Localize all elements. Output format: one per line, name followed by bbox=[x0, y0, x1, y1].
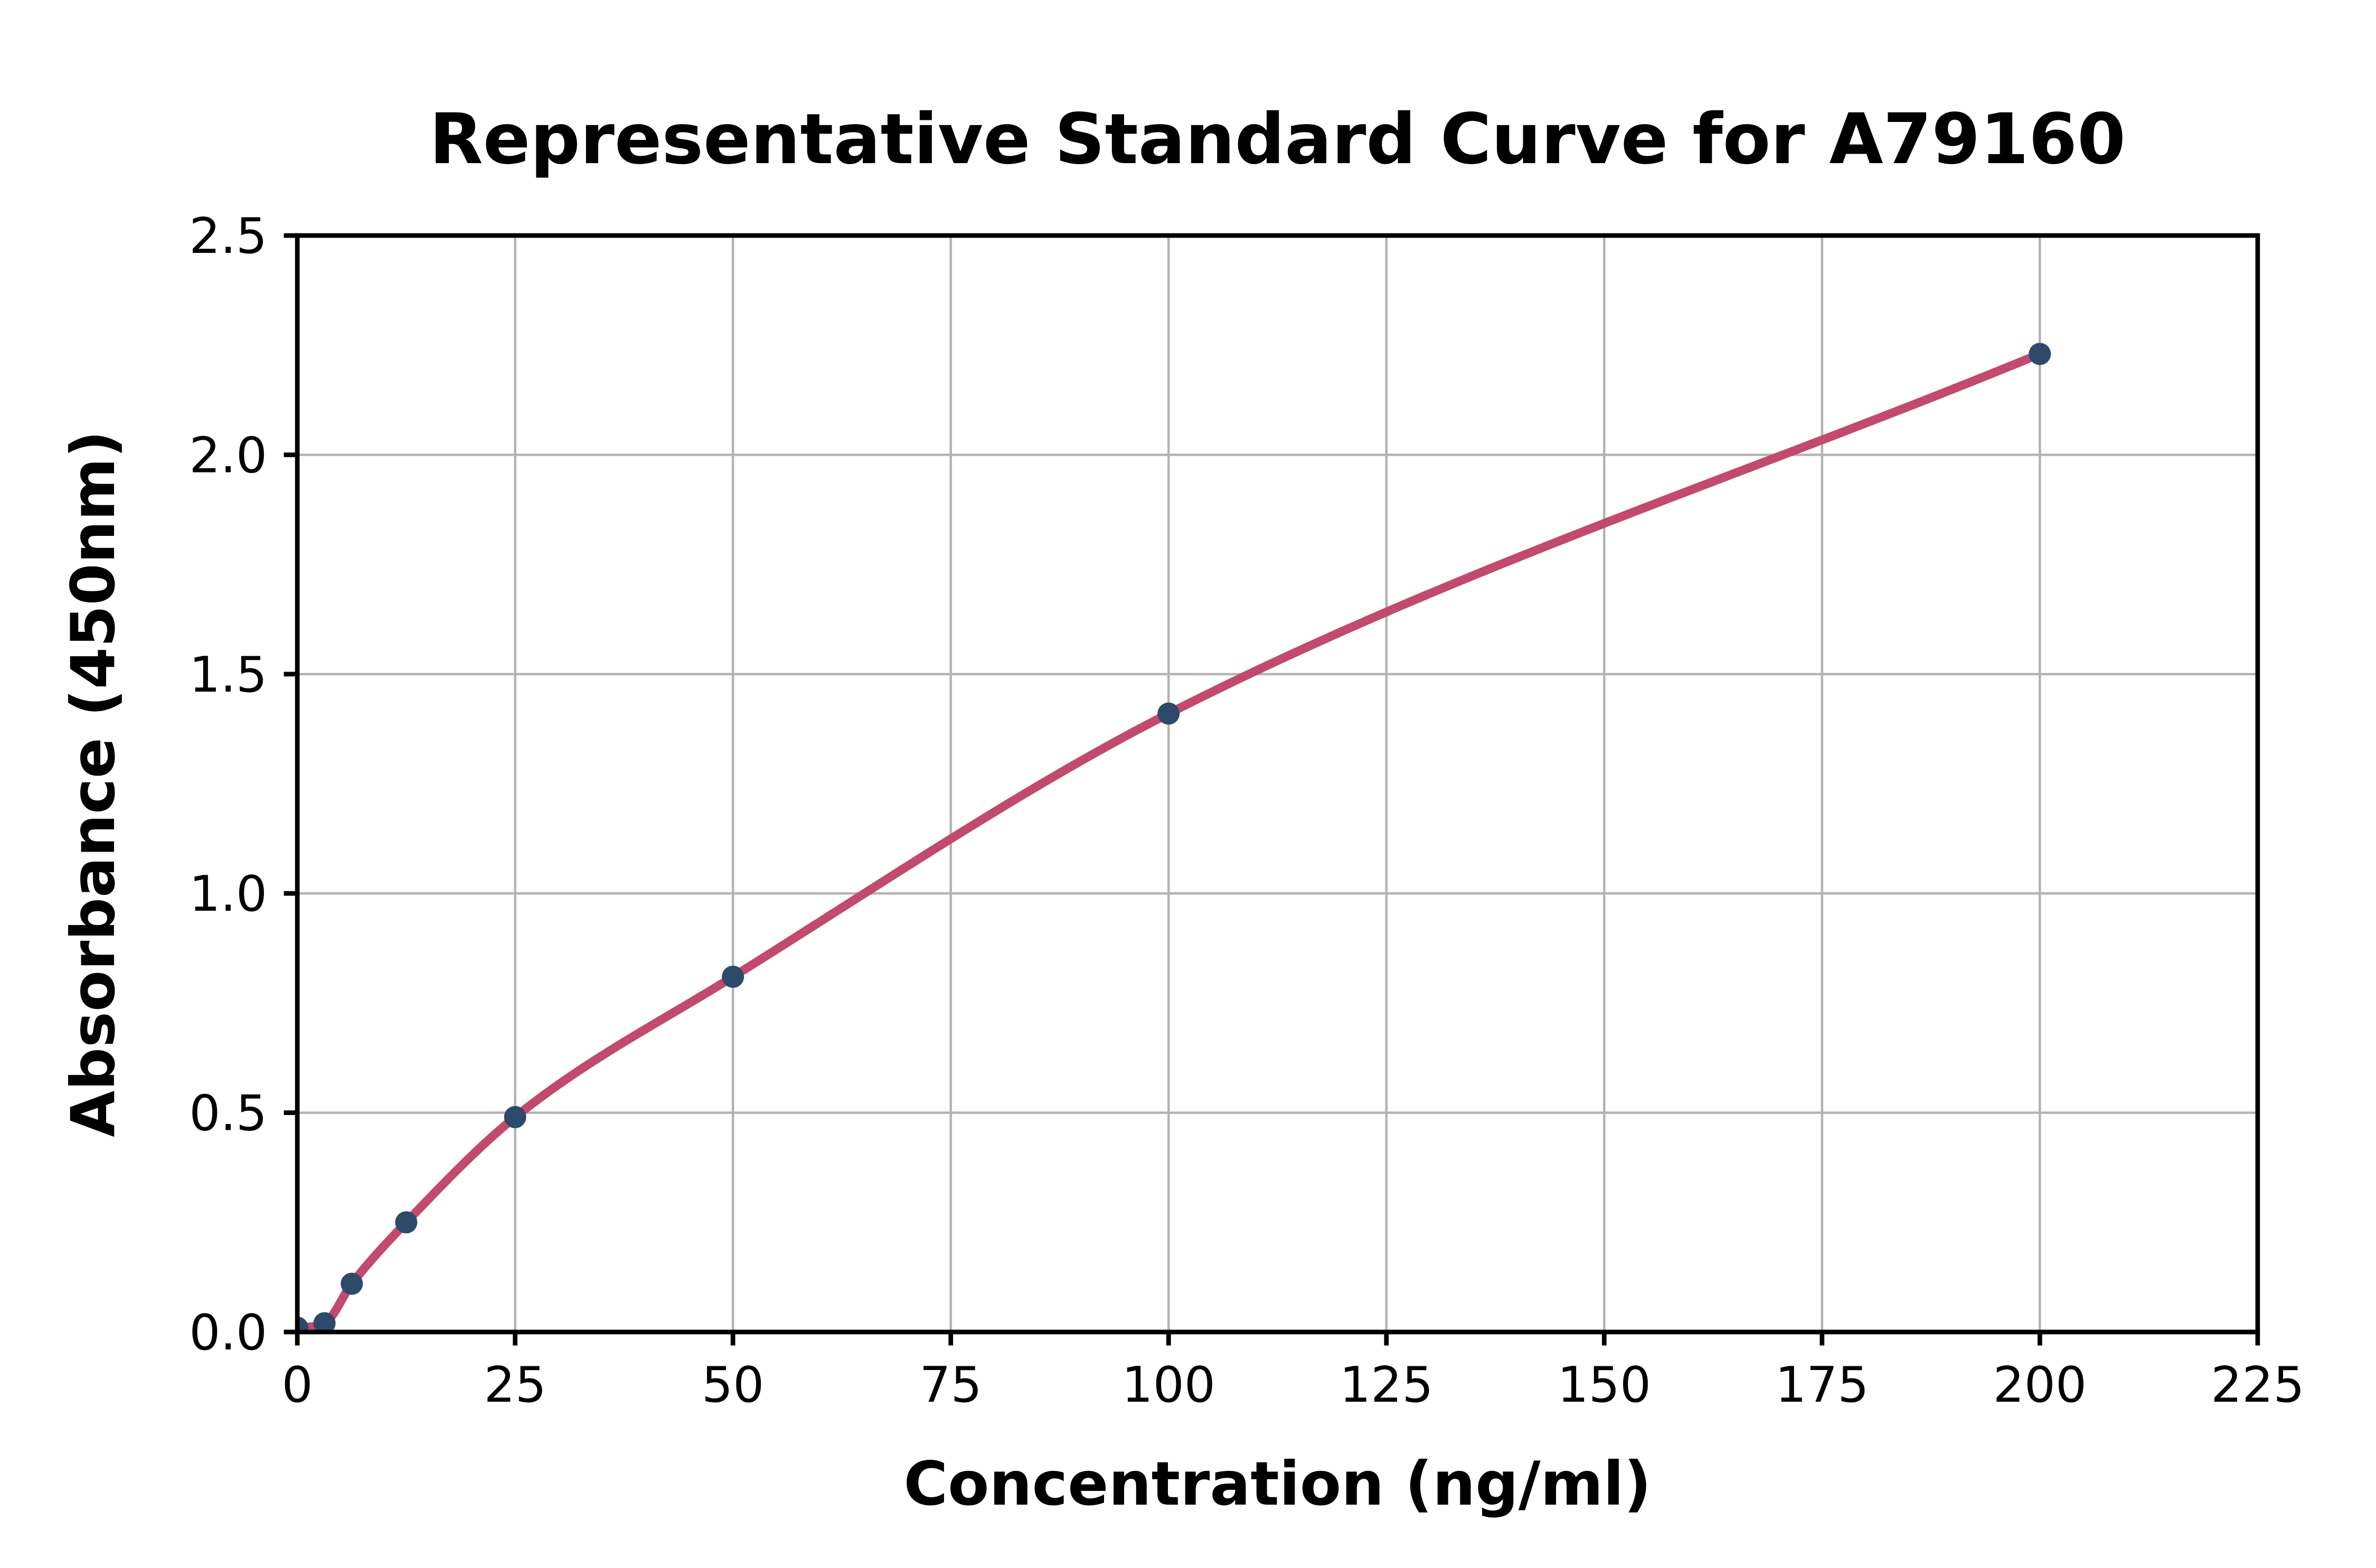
data-point bbox=[395, 1211, 418, 1234]
data-point bbox=[2029, 343, 2051, 365]
x-tick-label: 150 bbox=[1558, 1356, 1652, 1413]
x-tick-label: 50 bbox=[702, 1356, 764, 1413]
plot-border bbox=[295, 233, 2260, 1335]
y-tick-label: 0.0 bbox=[189, 1304, 267, 1361]
x-tick-label: 0 bbox=[282, 1356, 313, 1413]
data-point bbox=[297, 1316, 309, 1332]
x-tick-label: 175 bbox=[1775, 1356, 1869, 1413]
y-tick-label: 2.0 bbox=[189, 427, 267, 484]
x-tick-label: 200 bbox=[1993, 1356, 2087, 1413]
x-tick-label: 100 bbox=[1121, 1356, 1215, 1413]
x-tick-label: 75 bbox=[920, 1356, 982, 1413]
y-tick-label: 0.5 bbox=[189, 1085, 267, 1142]
x-tick-label: 225 bbox=[2211, 1356, 2305, 1413]
y-axis-label: Absorbance (450nm) bbox=[58, 430, 128, 1137]
y-tick-label: 2.5 bbox=[189, 207, 267, 265]
axes bbox=[284, 233, 2260, 1346]
chart-title: Representative Standard Curve for A79160 bbox=[429, 99, 2126, 180]
y-tick-label: 1.5 bbox=[189, 646, 267, 703]
plot-data bbox=[297, 343, 2051, 1332]
data-point bbox=[1157, 702, 1180, 725]
data-point bbox=[504, 1106, 526, 1128]
y-tick-label: 1.0 bbox=[189, 865, 267, 922]
data-point bbox=[313, 1312, 336, 1332]
tick-labels: 0 25 50 75 100 125 150 175 200 225 0.0 0.5 1.0 1.5 2.0… bbox=[189, 207, 2304, 1413]
x-tick-label: 25 bbox=[484, 1356, 546, 1413]
data-point bbox=[722, 966, 744, 988]
x-tick-label: 125 bbox=[1340, 1356, 1434, 1413]
data-point bbox=[341, 1272, 363, 1295]
x-axis-label: Concentration (ng/ml) bbox=[903, 1449, 1651, 1519]
